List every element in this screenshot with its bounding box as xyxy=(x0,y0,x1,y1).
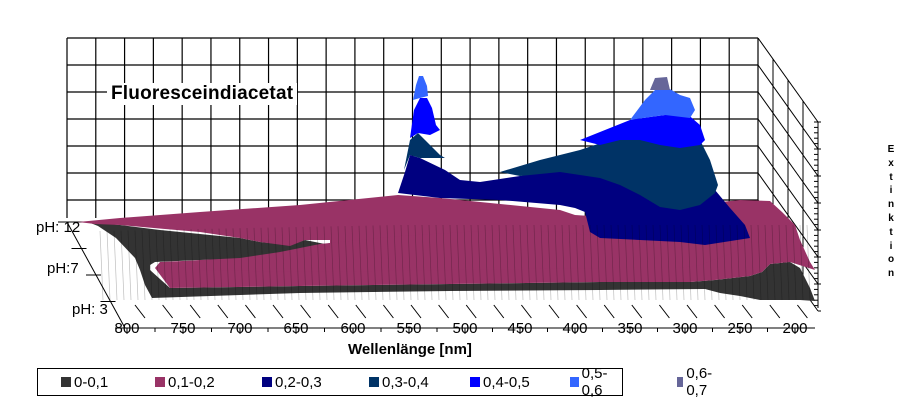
z-axis-title-letter: i xyxy=(889,240,893,252)
legend-label: 0-0,1 xyxy=(74,373,109,391)
band-0.4-0.5 xyxy=(410,98,440,138)
z-axis-title-letter: i xyxy=(889,185,893,197)
band-0.6-0.7 xyxy=(650,77,670,90)
x-tick-label: 250 xyxy=(727,320,753,337)
z-axis-title-letter: o xyxy=(887,254,895,266)
y-tick-label-ph12: pH: 12 xyxy=(36,219,81,236)
x-tick-label: 650 xyxy=(283,320,309,337)
surface-bands xyxy=(78,76,815,301)
x-tick-label: 700 xyxy=(227,320,253,337)
x-tick-label: 450 xyxy=(507,320,533,337)
legend-item: 0,3-0,4 xyxy=(369,369,429,395)
z-axis-title-letter: t xyxy=(889,226,893,238)
legend-item: 0,6-0,7 xyxy=(677,365,716,399)
legend-item: 0-0,1 xyxy=(61,369,108,395)
x-tick-label: 350 xyxy=(617,320,643,337)
x-tick-label: 300 xyxy=(672,320,698,337)
band-0.3-0.4 xyxy=(404,133,445,170)
x-tick-label: 500 xyxy=(452,320,478,337)
legend-swatch-icon xyxy=(155,377,165,387)
legend-item: 0,4-0,5 xyxy=(470,369,530,395)
chart-title: Fluoresceindiacetat xyxy=(107,83,298,105)
legend-label: 0,1-0,2 xyxy=(168,373,215,391)
legend-label: 0,6-0,7 xyxy=(686,365,713,399)
x-tick-label: 550 xyxy=(396,320,422,337)
floor-axes xyxy=(58,221,815,334)
legend-label: 0,2-0,3 xyxy=(275,373,322,391)
z-axis-title-letter: n xyxy=(887,199,895,211)
band-0.5-0.6 xyxy=(413,76,428,100)
x-tick-label: 800 xyxy=(114,320,140,337)
z-axis-title-letter: E xyxy=(887,144,895,155)
legend-item: 0,1-0,2 xyxy=(155,369,215,395)
z-axis-title-letter: k xyxy=(888,212,894,224)
legend-label: 0,4-0,5 xyxy=(483,373,530,391)
z-axis-title-letter: t xyxy=(889,171,893,183)
legend-swatch-icon xyxy=(570,377,579,387)
x-axis-title: Wellenlänge [nm] xyxy=(348,341,472,358)
x-tick-label: 200 xyxy=(782,320,808,337)
legend-swatch-icon xyxy=(470,377,480,387)
z-axis-title-letter: x xyxy=(888,157,894,169)
x-tick-label: 400 xyxy=(562,320,588,337)
legend-swatch-icon xyxy=(369,377,379,387)
legend: 0-0,1 0,1-0,2 0,2-0,3 0,3-0,4 0,4-0,5 0,5-0,6… xyxy=(37,365,712,399)
x-tick-label: 600 xyxy=(340,320,366,337)
legend-swatch-icon xyxy=(61,377,71,387)
legend-label: 0,5-0,6 xyxy=(581,365,608,399)
legend-item: 0,5-0,6 xyxy=(570,365,622,399)
x-tick-label: 750 xyxy=(170,320,196,337)
band-0-0.1 xyxy=(88,222,815,301)
y-tick-label-ph7: pH:7 xyxy=(47,260,79,277)
z-axis-title-letter: n xyxy=(887,268,895,280)
legend-swatch-icon xyxy=(677,377,684,387)
legend-swatch-icon xyxy=(262,377,272,387)
legend-item: 0,2-0,3 xyxy=(262,369,322,395)
legend-label: 0,3-0,4 xyxy=(382,373,429,391)
y-tick-label-ph3: pH: 3 xyxy=(72,301,108,318)
